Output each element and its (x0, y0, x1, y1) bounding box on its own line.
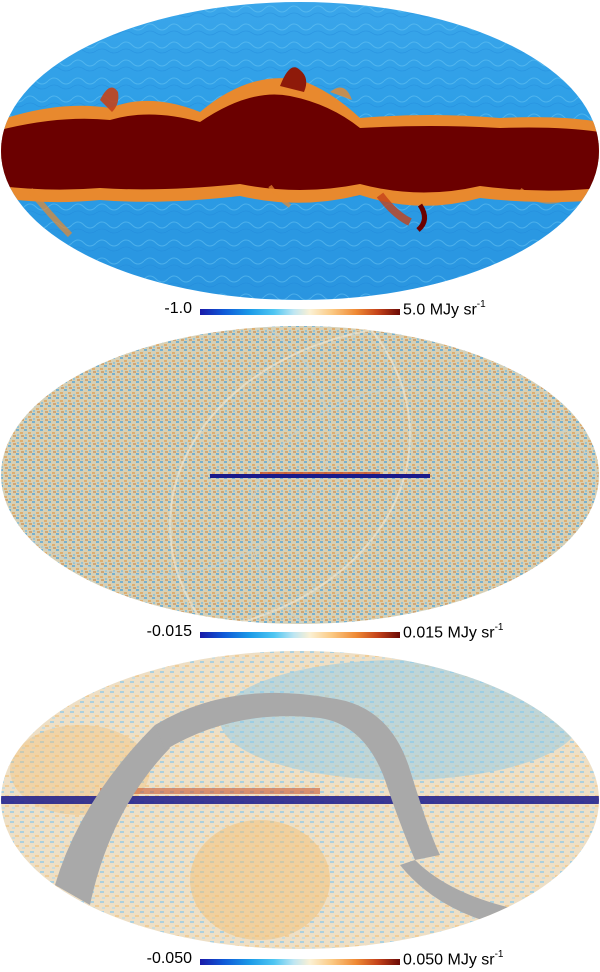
sky-map-residual-1 (1, 326, 599, 624)
map-panel-2: -0.015 0.015 MJy sr-1 (0, 325, 600, 645)
colorbar-2: -0.015 0.015 MJy sr-1 (0, 622, 600, 645)
sky-map-residual-2 (1, 651, 599, 949)
colorbar-gradient (200, 632, 400, 638)
colorbar-min-label: -0.050 (146, 950, 192, 967)
colorbar-max-value: 5.0 MJy sr (403, 301, 477, 319)
unit-exponent: -1 (494, 949, 504, 960)
map-panel-3: -0.050 0.050 MJy sr-1 (0, 650, 600, 972)
colorbar-1: -1.0 5.0 MJy sr-1 (0, 299, 600, 322)
colorbar-min-label: -0.015 (146, 623, 192, 640)
colorbar-max-label: 0.015 MJy sr-1 (403, 622, 504, 642)
map-panel-1: -1.0 5.0 MJy sr-1 (0, 0, 600, 322)
colorbar-max-label: 5.0 MJy sr-1 (403, 299, 486, 319)
colorbar-min-label: -1.0 (164, 300, 192, 317)
unit-exponent: -1 (476, 299, 486, 310)
colorbar-max-label: 0.050 MJy sr-1 (403, 949, 504, 969)
sky-map-total-intensity (1, 2, 599, 300)
colorbar-gradient (200, 309, 400, 315)
colorbar-3: -0.050 0.050 MJy sr-1 (0, 949, 600, 972)
colorbar-max-value: 0.015 MJy sr (403, 624, 495, 642)
colorbar-gradient (200, 959, 400, 965)
unit-exponent: -1 (494, 622, 504, 633)
colorbar-max-value: 0.050 MJy sr (403, 951, 495, 969)
